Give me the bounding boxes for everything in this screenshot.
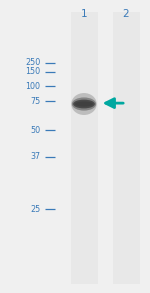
Bar xyxy=(112,12,140,284)
Text: 1: 1 xyxy=(81,9,87,19)
Text: 250: 250 xyxy=(25,59,40,67)
Text: 100: 100 xyxy=(26,82,40,91)
Text: 37: 37 xyxy=(30,152,40,161)
Ellipse shape xyxy=(75,101,93,107)
Ellipse shape xyxy=(72,97,96,110)
Bar xyxy=(70,12,98,284)
Ellipse shape xyxy=(71,93,97,115)
Text: 75: 75 xyxy=(30,97,40,105)
Text: 50: 50 xyxy=(30,126,40,135)
Text: 25: 25 xyxy=(30,205,40,214)
Text: 2: 2 xyxy=(123,9,129,19)
Ellipse shape xyxy=(73,100,95,108)
Text: 150: 150 xyxy=(25,67,40,76)
